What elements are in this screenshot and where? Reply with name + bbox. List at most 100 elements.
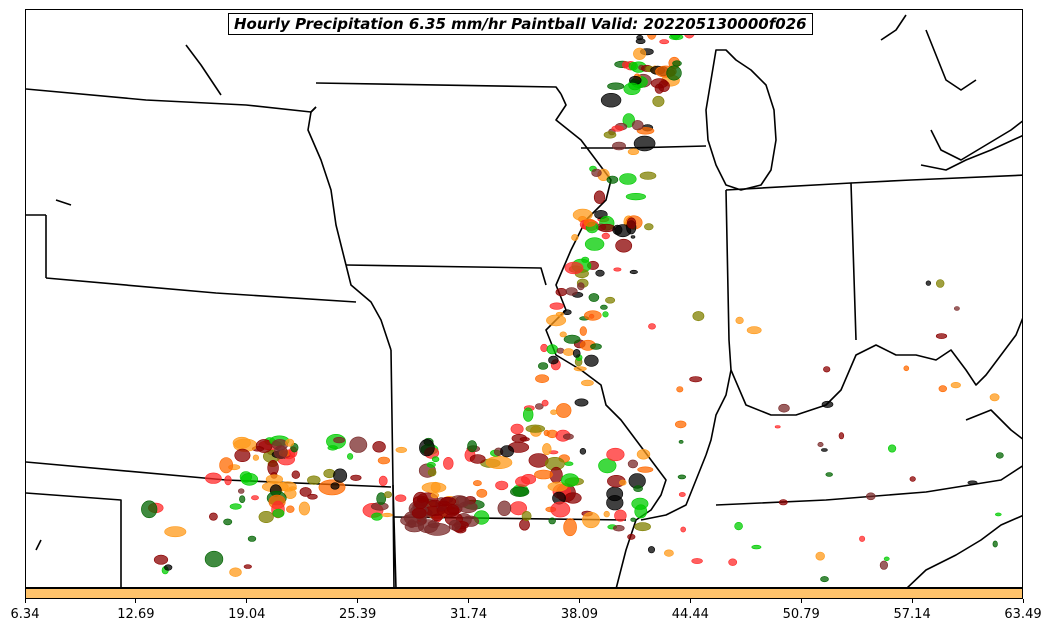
precip-blob: [591, 168, 602, 177]
precip-blob: [563, 348, 575, 356]
precip-blob: [735, 316, 744, 325]
precip-blob: [571, 234, 579, 241]
precip-blob: [549, 302, 564, 310]
precip-blob: [307, 493, 318, 500]
precip-blob: [467, 440, 477, 453]
precip-blob: [630, 235, 636, 239]
precip-blob: [534, 403, 544, 410]
precip-blob: [427, 468, 437, 477]
precip-blob: [659, 39, 670, 45]
precip-blob: [619, 479, 627, 486]
precip-blob: [938, 385, 947, 393]
precip-blob: [291, 470, 300, 479]
colorbar-tick-label: 25.39: [339, 607, 377, 622]
colorbar-tick: [135, 599, 137, 603]
precip-blob: [208, 512, 218, 521]
precip-blob: [600, 304, 608, 310]
precip-blob: [327, 445, 338, 451]
precip-blob: [636, 449, 651, 460]
border-ia-west: [307, 106, 347, 266]
precip-blob: [562, 309, 572, 316]
precip-blob: [497, 500, 512, 516]
precip-blob: [579, 447, 587, 455]
precip-blob: [680, 526, 687, 533]
precip-blob: [252, 454, 259, 461]
precip-blob: [559, 331, 567, 338]
precip-blob: [424, 522, 451, 536]
precip-blob: [950, 382, 961, 389]
precip-blob: [371, 512, 383, 521]
precip-blob: [273, 445, 288, 460]
precip-blob: [584, 237, 605, 251]
precip-blob: [633, 47, 647, 60]
precip-blob: [204, 550, 224, 568]
precip-blob: [556, 347, 565, 354]
precip-blob: [563, 433, 574, 440]
precip-blob: [631, 120, 644, 131]
colorbar-tick-label: 12.69: [117, 607, 155, 622]
precip-blob: [606, 175, 619, 184]
precip-blob: [548, 517, 556, 525]
precip-blob: [448, 519, 461, 531]
colorbar-tick: [578, 599, 580, 603]
precip-blob: [627, 459, 639, 469]
precip-blob: [613, 267, 622, 272]
precip-blob: [634, 504, 648, 519]
precip-blob: [330, 482, 340, 490]
border-ky-wv: [965, 409, 1022, 440]
border-ohio-river: [640, 454, 707, 521]
colorbar-tick: [689, 599, 691, 603]
precip-blob: [598, 223, 616, 233]
precip-blob: [600, 92, 622, 108]
colorbar-tick-label: 44.44: [671, 607, 709, 622]
precip-blob: [746, 326, 762, 335]
precip-blob: [537, 362, 549, 370]
precip-blob: [298, 501, 311, 516]
mississippi-river: [545, 93, 667, 587]
precip-blob: [935, 279, 945, 288]
precip-blob: [817, 441, 824, 447]
precip-blob: [430, 481, 441, 493]
precip-blob: [954, 306, 960, 311]
border-mo-west: [390, 349, 395, 587]
precip-blob: [550, 409, 558, 415]
precip-blob: [629, 269, 638, 275]
precip-blob: [411, 507, 427, 519]
precip-blob: [614, 509, 627, 522]
colorbar-tick-label: 19.04: [228, 607, 266, 622]
precip-blob: [992, 540, 998, 548]
precip-blob: [395, 446, 407, 453]
precip-blob: [383, 491, 392, 498]
precip-blob: [525, 424, 545, 433]
precip-blob: [605, 296, 616, 304]
precip-blob: [565, 287, 578, 296]
precip-blob: [258, 510, 274, 523]
precip-blob: [887, 444, 897, 453]
precip-blob: [564, 492, 582, 504]
precip-blob: [164, 564, 173, 571]
precip-blob: [205, 472, 222, 484]
precip-blob: [574, 398, 589, 407]
precip-blob: [967, 480, 978, 485]
precip-blob: [240, 472, 259, 486]
precip-blob: [153, 554, 169, 565]
precip-blob: [229, 567, 242, 577]
precip-blob: [523, 407, 534, 422]
border-ky-tn: [715, 465, 1022, 506]
precip-blob: [614, 224, 632, 238]
precip-blob: [546, 344, 558, 355]
colorbar-tick: [468, 599, 470, 603]
precip-blob: [440, 496, 457, 506]
precip-blob: [579, 326, 587, 336]
precip-blob: [581, 379, 594, 387]
lake-michigan: [705, 49, 777, 191]
precip-blob: [573, 366, 587, 372]
precip-blob: [639, 171, 657, 180]
precip-blob: [243, 564, 252, 569]
precip-blob: [995, 452, 1004, 459]
border-ok-tx: [392, 484, 397, 587]
precip-blob: [547, 481, 568, 492]
precip-blob: [627, 533, 636, 540]
precip-blob: [630, 517, 637, 522]
precip-blob: [347, 453, 354, 460]
